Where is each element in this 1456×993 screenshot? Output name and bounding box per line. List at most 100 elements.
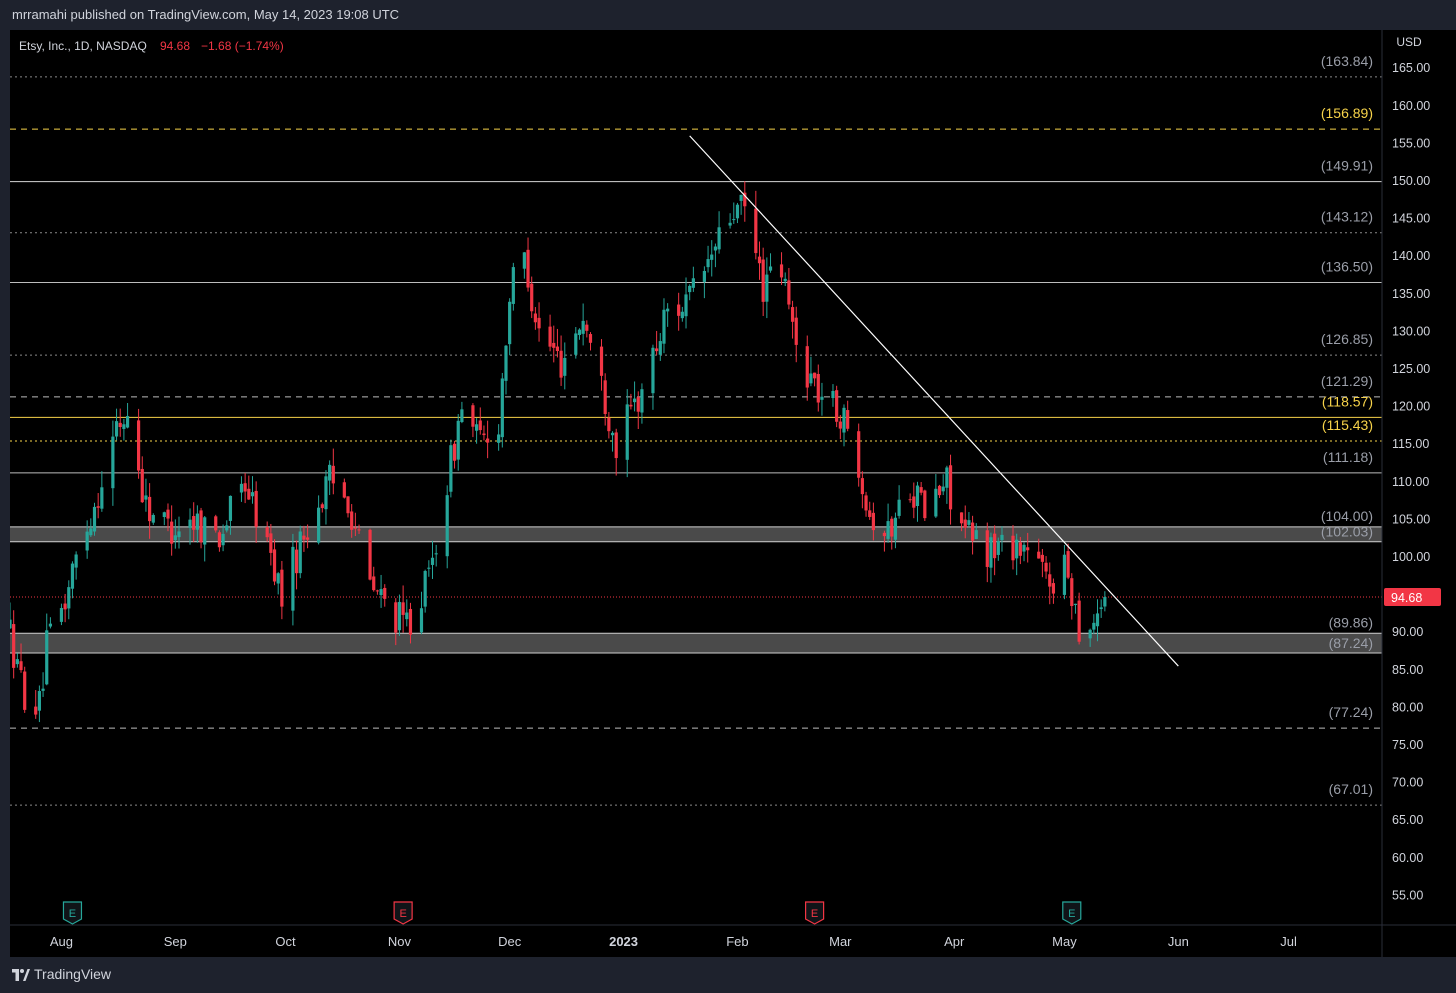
publisher-text: mrramahi published on TradingView.com, M… xyxy=(12,7,400,22)
candle-body xyxy=(96,506,100,508)
candle-body xyxy=(783,278,787,282)
y-tick-label: 55.00 xyxy=(1392,888,1423,902)
candle-body xyxy=(250,492,255,497)
candle-body xyxy=(768,266,773,271)
tradingview-logo[interactable]: TradingView xyxy=(12,965,111,983)
candle-body xyxy=(328,464,332,481)
zone-bottom-label: (102.03) xyxy=(1321,524,1373,540)
candle-body xyxy=(511,267,515,304)
candle-body xyxy=(162,512,166,518)
candle-body xyxy=(805,346,809,388)
y-tick-label: 145.00 xyxy=(1392,212,1430,226)
candle-body xyxy=(1077,600,1081,642)
candle-body xyxy=(816,373,820,403)
candle-body xyxy=(846,410,850,429)
candle-body xyxy=(555,346,560,352)
candle-body xyxy=(871,512,875,531)
earnings-marker[interactable]: E xyxy=(62,901,83,925)
candle-body xyxy=(640,389,644,413)
candle-body xyxy=(122,424,126,429)
candle-body xyxy=(1026,547,1030,551)
x-tick-label: Aug xyxy=(50,934,73,949)
candle-body xyxy=(691,278,695,288)
candle-body xyxy=(710,254,714,260)
candle-body xyxy=(269,533,273,553)
time-axis[interactable]: Aug Sep Oct Nov Dec 2023 Feb Mar Apr May Jun Jul xyxy=(50,934,1297,949)
candle-body xyxy=(809,373,813,384)
candle-body xyxy=(89,528,93,536)
x-tick-label: Nov xyxy=(388,934,412,949)
candle-body xyxy=(970,522,975,541)
earnings-marker[interactable]: E xyxy=(393,901,413,925)
candle-body xyxy=(37,691,41,711)
candle-body xyxy=(868,510,872,517)
candle-body xyxy=(478,420,482,431)
candle-body xyxy=(908,499,912,501)
candle-body xyxy=(779,264,784,278)
footer-bar: TradingView xyxy=(0,957,1456,993)
candle-body xyxy=(140,468,144,503)
candle-body xyxy=(717,227,721,250)
candle-body xyxy=(471,405,475,427)
earnings-badge[interactable] xyxy=(393,901,413,925)
candle-body xyxy=(45,630,49,685)
candle-body xyxy=(526,249,530,288)
candle-body xyxy=(486,438,490,443)
candle-body xyxy=(706,259,710,268)
candle-body xyxy=(353,527,357,529)
candle-body xyxy=(1011,535,1015,561)
price-chart[interactable]: E E E E (163.84) (156.89) (149.91) (143.12) (13… xyxy=(8,30,1456,957)
earnings-badge[interactable] xyxy=(62,901,83,925)
level-label: (121.29) xyxy=(1321,373,1373,389)
candle-body xyxy=(221,533,225,546)
y-tick-label: 165.00 xyxy=(1392,61,1430,75)
candle-body xyxy=(302,535,306,540)
candle-body xyxy=(41,688,45,691)
candle-body xyxy=(787,280,791,305)
legend-change: −1.68 (−1.74%) xyxy=(201,39,284,53)
candle-body xyxy=(864,495,868,511)
candle-body xyxy=(530,283,534,312)
earnings-marker[interactable]: E xyxy=(805,901,825,925)
earnings-badge[interactable] xyxy=(805,901,825,925)
candle-body xyxy=(118,422,122,428)
candle-body xyxy=(331,465,335,484)
level-label: (77.24) xyxy=(1329,704,1373,720)
price-axis[interactable]: 165.00 160.00 155.00 150.00 145.00 140.00 135.… xyxy=(1384,61,1441,902)
candle-body xyxy=(114,421,119,437)
earnings-marker[interactable]: E xyxy=(1062,901,1082,925)
candle-body xyxy=(963,519,967,528)
trendline-layer[interactable] xyxy=(689,135,1179,667)
candle-body xyxy=(688,285,692,293)
x-tick-label: May xyxy=(1052,934,1077,949)
trendline[interactable] xyxy=(689,135,1179,667)
candle-body xyxy=(173,535,177,541)
candle-body xyxy=(739,194,743,201)
level-label: (156.89) xyxy=(1321,105,1373,121)
y-tick-label: 125.00 xyxy=(1392,362,1430,376)
candle-body xyxy=(214,516,218,531)
candle-body xyxy=(199,510,203,543)
y-tick-label: 85.00 xyxy=(1392,663,1423,677)
candle-body xyxy=(430,557,435,565)
candle-body xyxy=(1044,562,1048,572)
y-tick-label: 70.00 xyxy=(1392,776,1423,790)
candle-body xyxy=(610,432,615,436)
earnings-label: E xyxy=(69,908,76,920)
level-label: (163.84) xyxy=(1321,53,1373,69)
candle-body xyxy=(603,380,607,414)
candle-body xyxy=(588,334,593,343)
candle-body xyxy=(368,529,372,580)
candle-body xyxy=(405,612,409,620)
candle-body xyxy=(85,531,89,551)
candle-body xyxy=(504,345,508,381)
chart-svg[interactable]: E E E E (163.84) (156.89) (149.91) (143.12) (13… xyxy=(8,30,1456,957)
earnings-badge[interactable] xyxy=(1062,901,1082,925)
candle-body xyxy=(449,445,453,492)
candle-body xyxy=(228,495,233,521)
candle-body xyxy=(100,487,104,509)
candle-body xyxy=(893,517,898,540)
candle-body xyxy=(813,372,817,379)
candle-body xyxy=(474,424,479,431)
